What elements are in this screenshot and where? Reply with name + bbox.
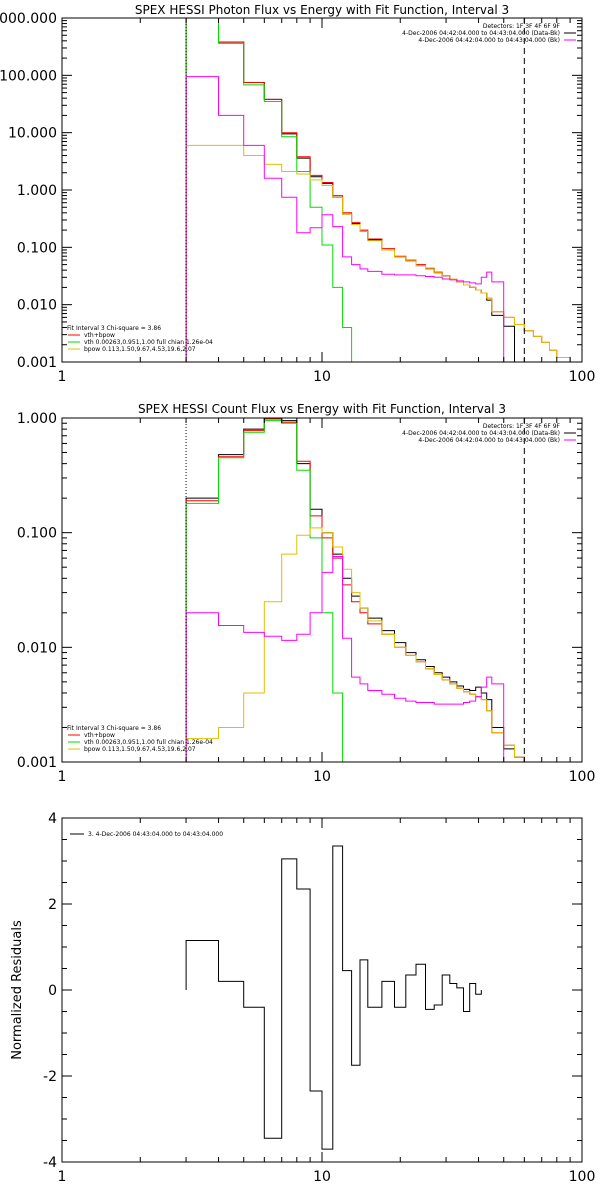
legend-entry: vth 0.00263,0.951,1.00 full chian 1.26e-… bbox=[84, 739, 213, 746]
x-tick-label: 100 bbox=[569, 769, 596, 785]
x-tick-label: 100 bbox=[569, 1169, 596, 1185]
x-tick-label: 10 bbox=[313, 369, 331, 385]
y-tick-label: -2 bbox=[43, 1069, 57, 1085]
chart-panel-1: SPEX HESSI Photon Flux vs Energy with Fi… bbox=[0, 3, 595, 385]
x-tick-label: 100 bbox=[569, 369, 596, 385]
series-bk bbox=[185, 76, 505, 362]
legend-entry: 4-Dec-2006 04:42:04.000 to 04:43:04.000 … bbox=[402, 30, 560, 37]
legend-entry: vth+bpow bbox=[84, 332, 115, 339]
legend-entry: Detectors: 1F 3F 4F 6F 9F bbox=[483, 23, 561, 30]
legend-entry: vth 0.00263,0.951,1.00 full chian 1.26e-… bbox=[84, 339, 213, 346]
legend-entry: 4-Dec-2006 04:42:04.000 to 04:43:04.000 … bbox=[402, 430, 560, 437]
legend-entry: Fit Interval 3 Chi-square = 3.86 bbox=[67, 725, 161, 732]
series-bpow bbox=[185, 527, 525, 762]
y-tick-label: 0.010 bbox=[17, 298, 57, 314]
x-tick-label: 1 bbox=[58, 769, 67, 785]
y-tick-label: 0 bbox=[48, 983, 57, 999]
y-tick-label: 100.000 bbox=[0, 68, 57, 84]
series-vth-bpow bbox=[185, 18, 582, 362]
legend-entry: vth+bpow bbox=[84, 732, 115, 739]
x-tick-label: 1 bbox=[58, 1169, 67, 1185]
legend-entry: bpow 0.113,1.50,9.67,4.53,19.6,2.07 bbox=[84, 746, 196, 753]
series-data-bk bbox=[185, 18, 515, 362]
y-tick-label: 2 bbox=[48, 897, 57, 913]
chart-title: SPEX HESSI Count Flux vs Energy with Fit… bbox=[138, 402, 506, 416]
legend-entry: Fit Interval 3 Chi-square = 3.86 bbox=[67, 325, 161, 332]
chart-panel-3: 1 10 100 4 2 0 -2 -4 Normalized Residuals 3. 4-De… bbox=[10, 811, 595, 1185]
y-tick-label: 0.100 bbox=[17, 526, 57, 542]
y-tick-label: 0.010 bbox=[17, 640, 57, 656]
chart-title: SPEX HESSI Photon Flux vs Energy with Fi… bbox=[135, 3, 509, 17]
y-tick-label: 0.001 bbox=[17, 755, 57, 771]
plot-area bbox=[185, 418, 525, 762]
y-axis-label: Normalized Residuals bbox=[10, 920, 25, 1060]
y-tick-label: 4 bbox=[48, 811, 57, 827]
y-tick-label: 1.000 bbox=[17, 183, 57, 199]
y-tick-label: 0.001 bbox=[17, 355, 57, 371]
series-vth bbox=[185, 18, 353, 362]
y-tick-label: 0.100 bbox=[17, 240, 57, 256]
y-tick-label: 1.000 bbox=[17, 411, 57, 427]
plot-area bbox=[185, 845, 482, 1150]
legend-entry: Detectors: 1F 3F 4F 6F 9F bbox=[483, 423, 561, 430]
plot-area bbox=[185, 18, 582, 362]
series-bpow bbox=[185, 144, 582, 362]
y-tick-label: 10.000 bbox=[8, 126, 57, 142]
series-vth bbox=[185, 420, 344, 762]
x-tick-label: 1 bbox=[58, 369, 67, 385]
legend-entry: 3. 4-Dec-2006 04:43:04.000 to 04:43:04.0… bbox=[88, 831, 223, 838]
legend-entry: bpow 0.113,1.50,9.67,4.53,19.6,2.07 bbox=[84, 346, 196, 353]
legend-entry: 4-Dec-2006 04:42:04.000 to 04:43:04.000 … bbox=[418, 37, 560, 44]
y-tick-label: 000.000 bbox=[0, 11, 57, 27]
x-tick-label: 10 bbox=[313, 769, 331, 785]
series-residuals bbox=[185, 845, 482, 1150]
series-bk bbox=[185, 556, 505, 762]
y-tick-label: -4 bbox=[43, 1155, 57, 1171]
legend-entry: 4-Dec-2006 04:42:04.000 to 04:43:04.000 … bbox=[418, 437, 560, 444]
x-tick-label: 10 bbox=[313, 1169, 331, 1185]
chart-panel-2: SPEX HESSI Count Flux vs Energy with Fit… bbox=[17, 402, 596, 785]
